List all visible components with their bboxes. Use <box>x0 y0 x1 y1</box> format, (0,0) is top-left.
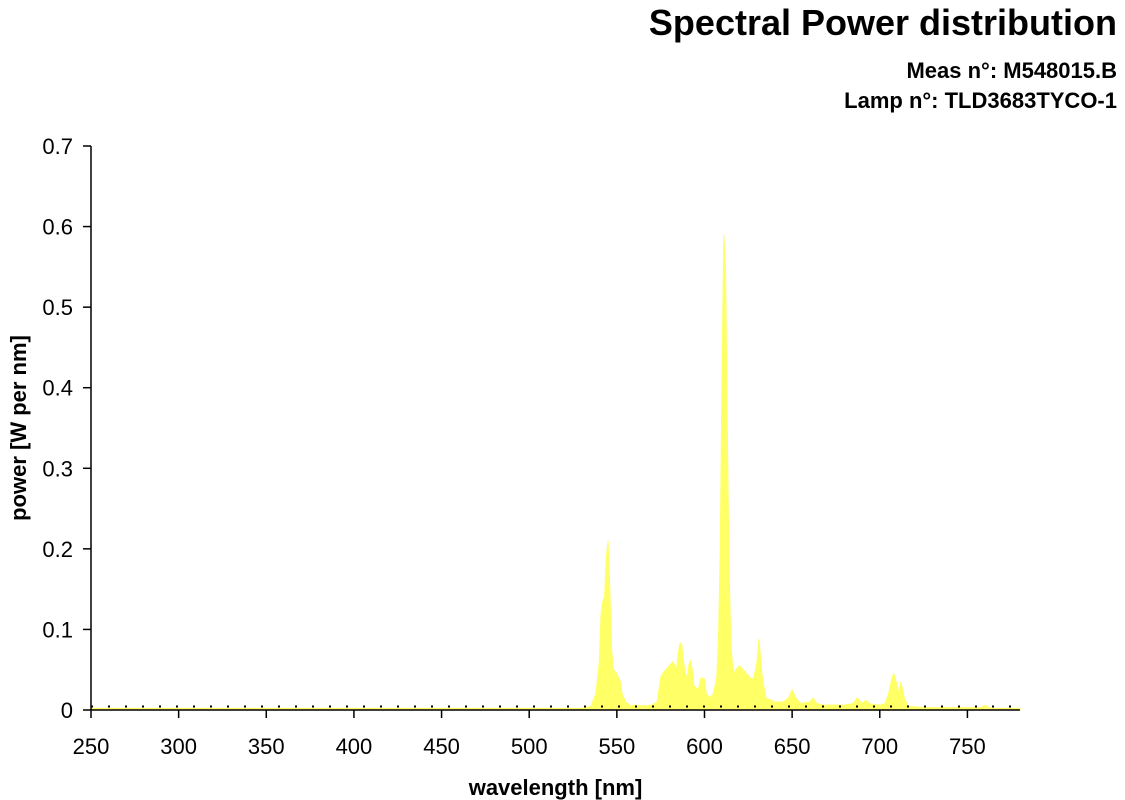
measurement-number: Meas n°: M548015.B <box>906 58 1117 83</box>
x-tick-label: 700 <box>861 734 898 759</box>
x-tick-label: 750 <box>949 734 986 759</box>
x-tick-label: 650 <box>774 734 811 759</box>
x-tick-label: 450 <box>423 734 460 759</box>
x-tick-label: 550 <box>598 734 635 759</box>
lamp-number: Lamp n°: TLD3683TYCO-1 <box>844 88 1117 113</box>
x-tick-label: 350 <box>248 734 285 759</box>
y-tick-label: 0 <box>61 698 73 723</box>
y-tick-label: 0.2 <box>42 537 73 562</box>
x-axis-label: wavelength [nm] <box>468 775 643 800</box>
plot-area <box>90 234 1021 711</box>
x-tick-label: 500 <box>511 734 548 759</box>
x-tick-label: 400 <box>336 734 373 759</box>
chart-title: Spectral Power distribution <box>648 2 1117 43</box>
y-tick-label: 0.7 <box>42 134 73 159</box>
axis-ticks: 250 300 350 400 450 500 550 600 650 700 750 0 0.1 0.2… <box>42 134 985 759</box>
y-axis-label: power [W per nm] <box>6 335 31 521</box>
y-tick-label: 0.1 <box>42 617 73 642</box>
x-tick-label: 250 <box>73 734 110 759</box>
x-tick-label: 300 <box>160 734 197 759</box>
y-tick-label: 0.4 <box>42 376 73 401</box>
y-tick-label: 0.5 <box>42 295 73 320</box>
y-tick-label: 0.6 <box>42 215 73 240</box>
y-tick-label: 0.3 <box>42 456 73 481</box>
x-tick-label: 600 <box>686 734 723 759</box>
spectrum-area <box>90 234 1021 711</box>
